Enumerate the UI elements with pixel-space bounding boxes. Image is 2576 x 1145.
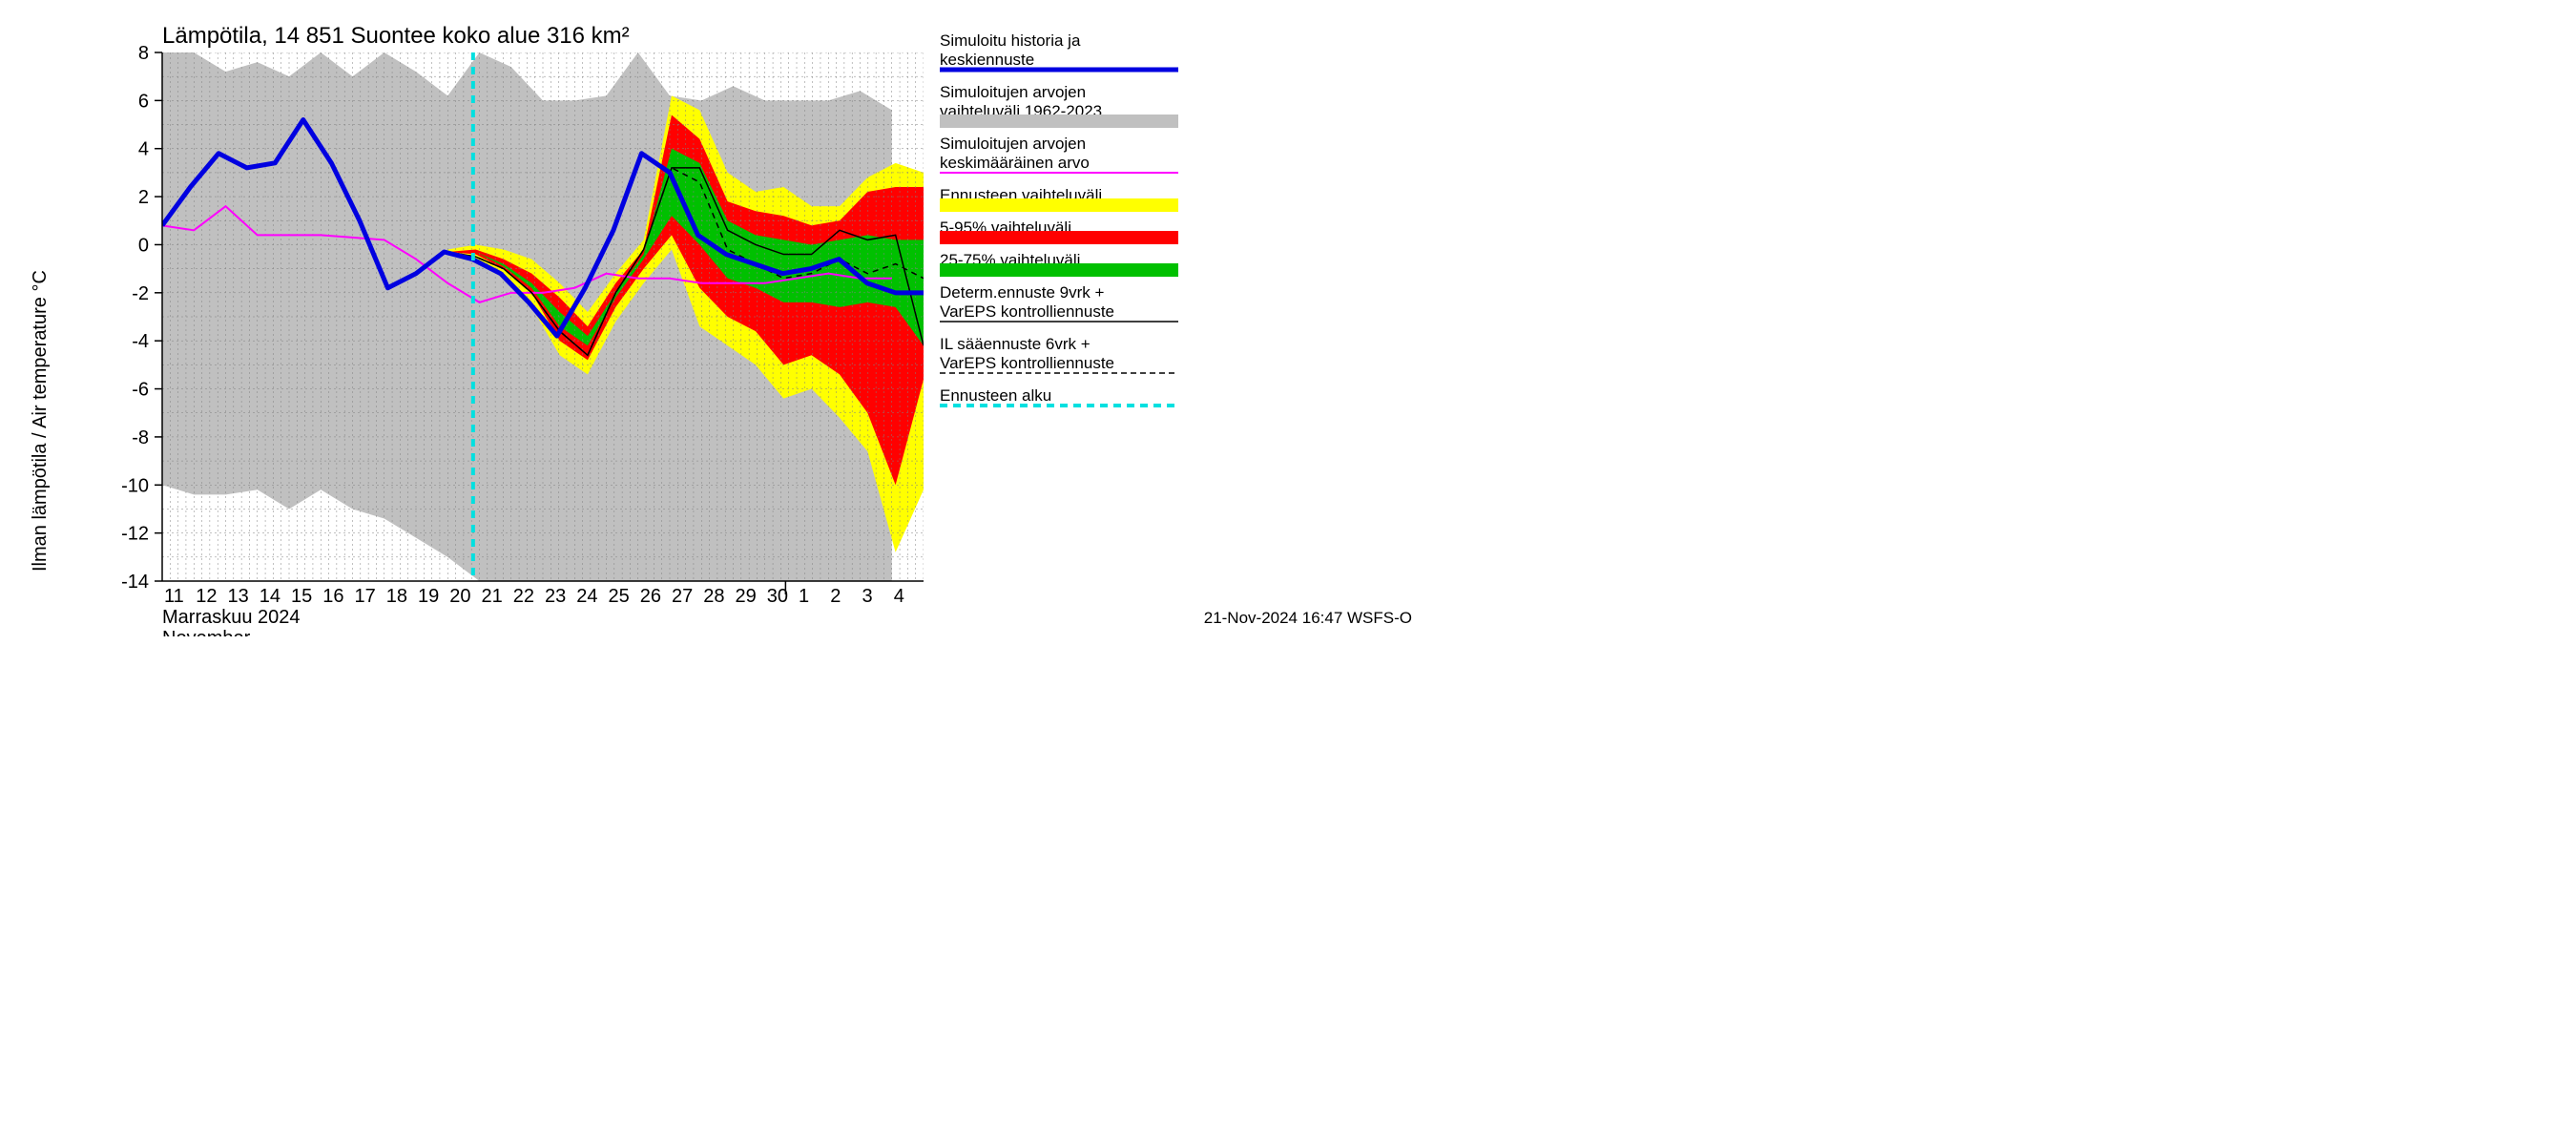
- y-tick-label: -10: [121, 475, 149, 496]
- x-month-label-en: November: [162, 628, 251, 636]
- legend-label: Ennusteen alku: [940, 386, 1051, 405]
- legend-label: Simuloitujen arvojen: [940, 83, 1086, 101]
- y-tick-label: -6: [132, 380, 149, 401]
- x-tick-label: 27: [672, 586, 693, 607]
- chart-title: Lämpötila, 14 851 Suontee koko alue 316 …: [162, 23, 630, 49]
- legend-swatch: [940, 114, 1178, 128]
- x-tick-label: 1: [799, 586, 809, 607]
- x-tick-label: 21: [482, 586, 503, 607]
- y-tick-label: 6: [138, 91, 149, 112]
- x-tick-label: 12: [196, 586, 217, 607]
- x-tick-label: 23: [545, 586, 566, 607]
- x-tick-label: 15: [291, 586, 312, 607]
- x-month-label-fi: Marraskuu 2024: [162, 607, 301, 628]
- legend-label: Simuloitu historia ja: [940, 31, 1081, 50]
- y-tick-label: -12: [121, 524, 149, 545]
- x-tick-label: 24: [576, 586, 597, 607]
- x-tick-label: 28: [703, 586, 724, 607]
- x-tick-label: 14: [260, 586, 280, 607]
- x-tick-label: 13: [228, 586, 249, 607]
- y-tick-label: -4: [132, 331, 149, 352]
- chart-footer: 21-Nov-2024 16:47 WSFS-O: [1204, 609, 1412, 627]
- x-tick-label: 30: [767, 586, 788, 607]
- x-tick-label: 2: [830, 586, 841, 607]
- y-tick-label: -2: [132, 283, 149, 304]
- x-tick-label: 18: [386, 586, 407, 607]
- legend-label: keskimääräinen arvo: [940, 154, 1090, 172]
- y-tick-label: -8: [132, 427, 149, 448]
- x-tick-label: 22: [513, 586, 534, 607]
- x-tick-label: 17: [355, 586, 376, 607]
- x-tick-label: 4: [894, 586, 904, 607]
- y-tick-label: 4: [138, 139, 149, 160]
- temperature-forecast-chart: -14-12-10-8-6-4-202468111213141516171819…: [0, 0, 1431, 636]
- x-tick-label: 29: [736, 586, 757, 607]
- x-tick-label: 11: [164, 586, 184, 607]
- y-axis-label: Ilman lämpötila / Air temperature °C: [30, 270, 51, 572]
- x-tick-label: 3: [862, 586, 873, 607]
- y-tick-label: -14: [121, 572, 149, 593]
- y-tick-label: 0: [138, 235, 149, 256]
- legend-label: VarEPS kontrolliennuste: [940, 302, 1114, 321]
- chart-svg: -14-12-10-8-6-4-202468111213141516171819…: [0, 0, 1431, 636]
- x-tick-label: 16: [322, 586, 343, 607]
- legend-label: IL sääennuste 6vrk +: [940, 335, 1091, 353]
- legend-label: Determ.ennuste 9vrk +: [940, 283, 1105, 302]
- legend-swatch: [940, 198, 1178, 212]
- legend-swatch: [940, 231, 1178, 244]
- x-tick-label: 26: [640, 586, 661, 607]
- legend-swatch: [940, 263, 1178, 277]
- legend-label: keskiennuste: [940, 51, 1034, 69]
- legend-label: VarEPS kontrolliennuste: [940, 354, 1114, 372]
- x-tick-label: 19: [418, 586, 439, 607]
- y-tick-label: 8: [138, 43, 149, 64]
- x-tick-label: 25: [609, 586, 630, 607]
- legend-label: Simuloitujen arvojen: [940, 135, 1086, 153]
- y-tick-label: 2: [138, 187, 149, 208]
- x-tick-label: 20: [449, 586, 470, 607]
